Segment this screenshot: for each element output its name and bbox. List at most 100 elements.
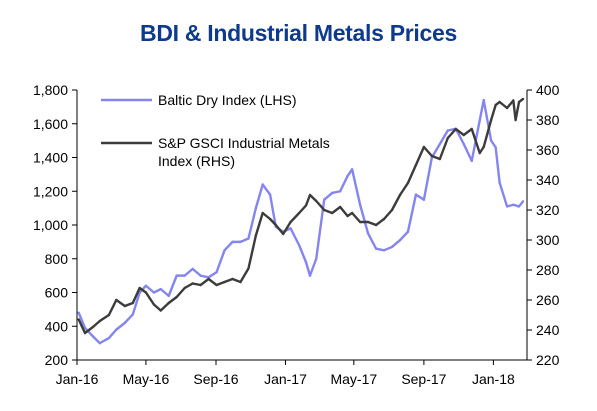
bdi-segment [350,168,362,206]
x-tick-label: Sep-16 [193,371,238,387]
x-tick-label: Sep-17 [401,371,446,387]
bdi-segment [366,232,378,250]
metals-segment [330,205,342,215]
bdi-segment [462,142,473,163]
metals-segment [159,301,170,312]
x-tick-label: May-17 [330,371,377,387]
metals-segment [83,325,95,335]
bdi-segment [297,244,308,264]
metals-segment [489,103,497,122]
metals-segment [91,319,101,329]
metals-segment [482,118,493,149]
metals-segment [289,211,301,224]
bdi-segment [438,129,450,146]
metals-segment [131,286,141,305]
y-right-tick-label: 320 [536,202,560,218]
metals-segment [304,193,312,207]
axes: 200 400 600 800 1,000 1,200 1,400 1,600 1,800 220… [33,82,560,387]
bdi-segment [77,311,87,330]
y-left-tick-label: 1,000 [33,217,68,233]
bdi-segment [91,335,101,345]
bdi-segment [398,230,410,242]
y-left-tick-label: 400 [45,318,69,334]
y-left-tick-label: 200 [45,352,69,368]
metals-segment [438,136,450,161]
y-left-tick-label: 1,800 [33,82,68,98]
y-right-tick-label: 280 [536,262,560,278]
bdi-segment [422,156,434,201]
metals-segment [107,298,118,317]
bdi-segment [517,200,525,208]
y-left-tick-label: 800 [45,251,69,267]
bdi-segment [489,139,497,149]
metals-segment [274,223,285,236]
x-tick-label: Jan-18 [472,371,515,387]
metals-segment [390,193,402,212]
bdi-segment [323,191,334,201]
y-left-tick-label: 600 [45,285,69,301]
y-right-tick-label: 220 [536,352,560,368]
bdi-segment [131,291,141,316]
bdi-segment [414,193,426,201]
bdi-segment [390,238,402,249]
y-left-tick-label: 1,400 [33,150,68,166]
metals-segment [406,163,418,185]
bdi-segment [247,206,258,240]
bdi-segment [152,287,162,294]
y-right-tick-label: 300 [536,232,560,248]
y-right-tick-label: 380 [536,112,560,128]
metals-segment [297,204,308,215]
metals-segment [231,277,242,284]
y-left-tick-label: 1,200 [33,183,68,199]
x-tick-label: Jan-17 [264,371,307,387]
bdi-segment [183,267,194,277]
metals-segment [138,286,148,294]
bdi-segment [254,183,264,210]
metals-segment [308,193,318,203]
metals-segment [470,127,481,155]
metals-segment [462,127,473,137]
bdi-segment [98,336,111,345]
metals-segment [98,313,111,323]
bdi-segment [191,267,202,277]
bdi-segment [159,287,170,298]
metals-segment [315,199,326,212]
metals-segment [207,277,218,287]
metals-segment [514,100,521,122]
metals-segment [414,145,426,167]
metals-segment [175,286,186,299]
y-right-tick-label: 400 [536,82,560,98]
metals-segment [430,154,442,161]
metals-segment [382,208,394,221]
metals-segment [282,220,292,236]
bdi-segment [498,181,509,208]
metals-segment [478,145,485,155]
bdi-segment [123,313,135,325]
bdi-point [522,200,524,203]
bdi-segment [215,249,226,274]
metals-segment [374,217,386,227]
legend: Baltic Dry Index (LHS) S&P GSCI Industria… [101,92,330,169]
metals-segment [350,211,362,224]
y-left-tick-label: 1,600 [33,116,68,132]
bdi-segment [358,203,370,235]
bdi-segment [382,245,394,252]
bdi-segment [478,98,485,122]
metals-segment [239,267,250,284]
bdi-segment [223,240,234,252]
bdi-segment [338,174,349,193]
bdi-segment [482,98,493,142]
metals-segment [446,127,457,140]
bdi-segment [330,190,342,195]
metals-segment [338,205,349,218]
metals-segment [223,277,234,284]
y-right-tick-label: 260 [536,292,560,308]
bdi-segment [207,271,218,279]
legend-label-bdi: Baltic Dry Index (LHS) [158,92,296,108]
metals-segment [215,280,226,287]
metals-segment [454,127,465,137]
metals-segment [247,234,258,270]
bdi-segment [374,247,386,252]
metals-segment [398,181,410,197]
